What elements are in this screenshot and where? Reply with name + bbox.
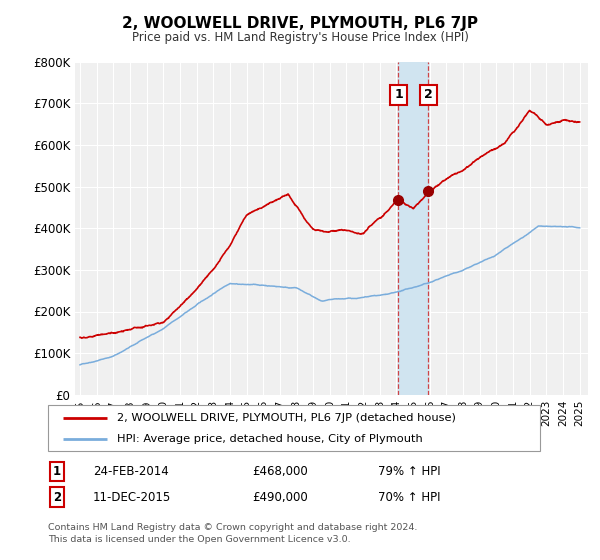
Text: 1: 1 <box>394 88 403 101</box>
Text: 70% ↑ HPI: 70% ↑ HPI <box>378 491 440 504</box>
Text: This data is licensed under the Open Government Licence v3.0.: This data is licensed under the Open Gov… <box>48 535 350 544</box>
Text: 2, WOOLWELL DRIVE, PLYMOUTH, PL6 7JP (detached house): 2, WOOLWELL DRIVE, PLYMOUTH, PL6 7JP (de… <box>117 413 456 423</box>
Text: 2: 2 <box>424 88 433 101</box>
Text: 2: 2 <box>53 491 61 504</box>
Text: 79% ↑ HPI: 79% ↑ HPI <box>378 465 440 478</box>
Text: 2, WOOLWELL DRIVE, PLYMOUTH, PL6 7JP: 2, WOOLWELL DRIVE, PLYMOUTH, PL6 7JP <box>122 16 478 31</box>
Bar <box>398 62 428 395</box>
Text: £490,000: £490,000 <box>252 491 308 504</box>
Text: 11-DEC-2015: 11-DEC-2015 <box>93 491 171 504</box>
Text: Price paid vs. HM Land Registry's House Price Index (HPI): Price paid vs. HM Land Registry's House … <box>131 31 469 44</box>
Text: £468,000: £468,000 <box>252 465 308 478</box>
Text: HPI: Average price, detached house, City of Plymouth: HPI: Average price, detached house, City… <box>117 435 422 444</box>
Text: 1: 1 <box>53 465 61 478</box>
Text: 24-FEB-2014: 24-FEB-2014 <box>93 465 169 478</box>
FancyBboxPatch shape <box>48 405 540 451</box>
Text: Contains HM Land Registry data © Crown copyright and database right 2024.: Contains HM Land Registry data © Crown c… <box>48 523 418 532</box>
